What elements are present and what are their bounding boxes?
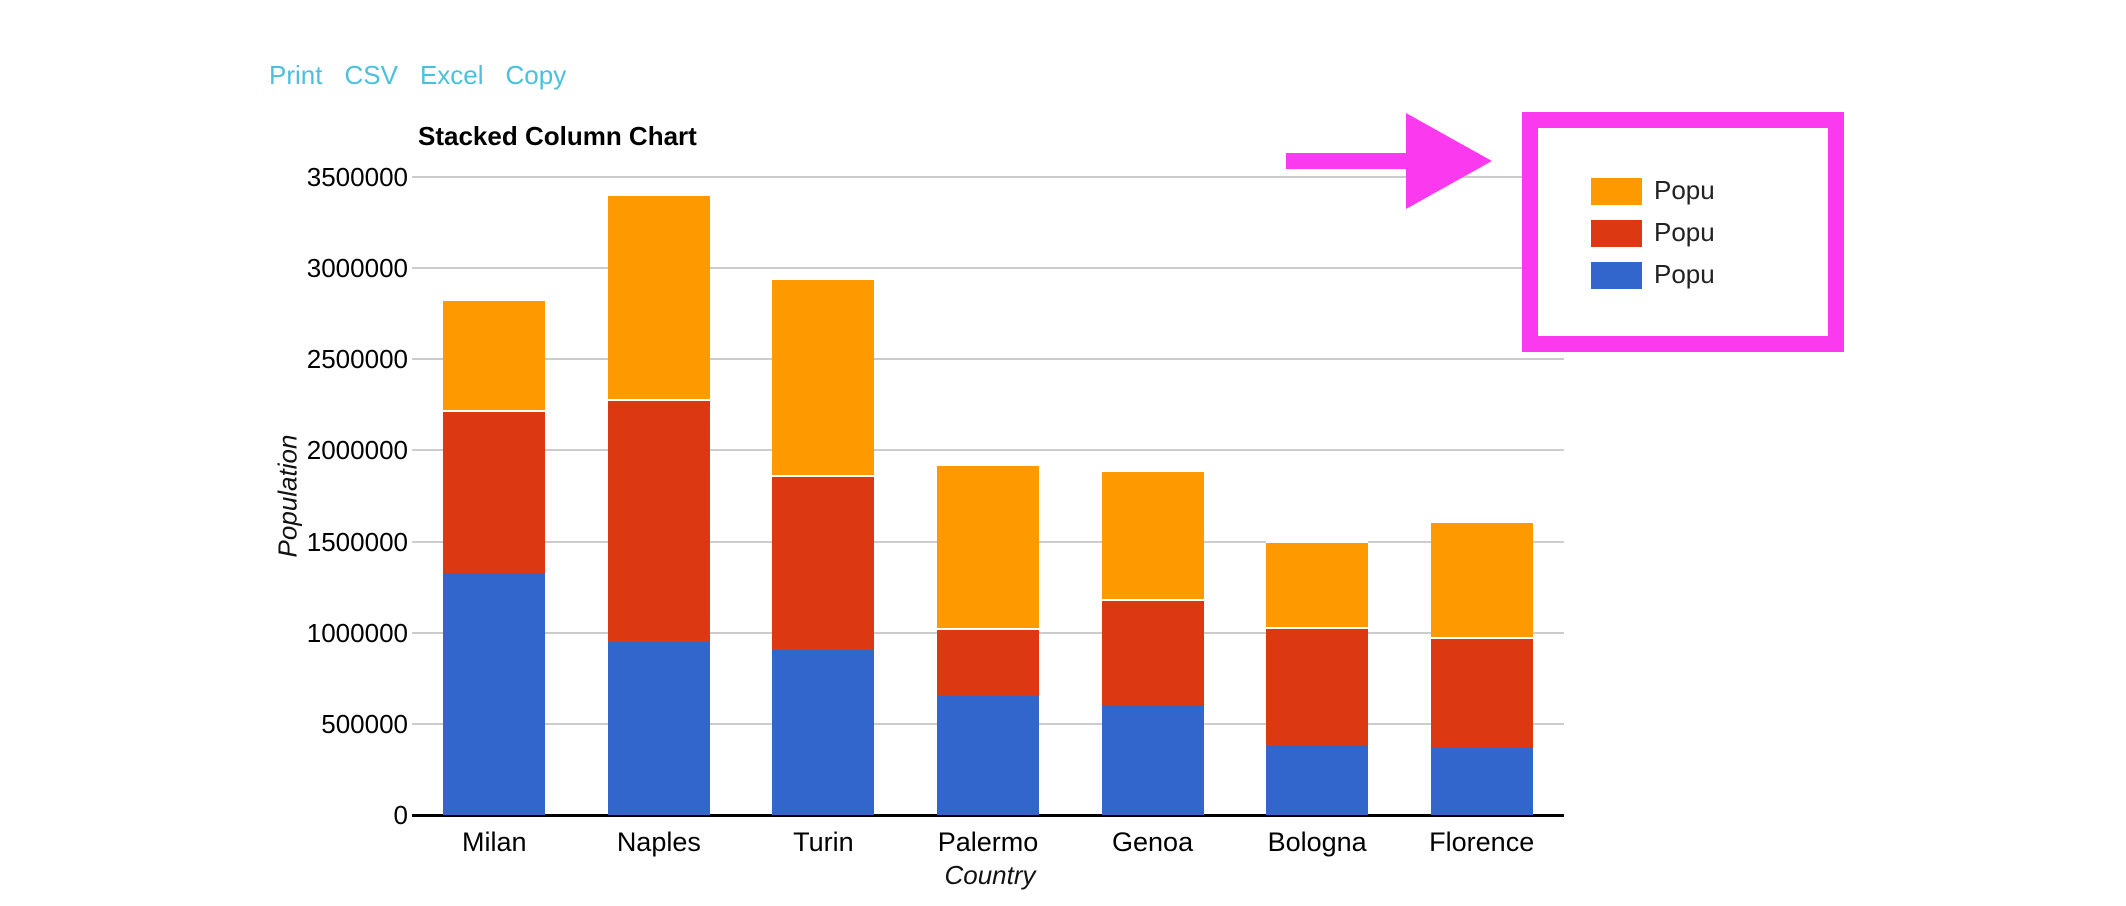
y-axis-tick-label: 500000 bbox=[321, 708, 408, 739]
legend-item-label[interactable]: Popu bbox=[1654, 260, 1715, 289]
annotation-arrow bbox=[1286, 153, 1406, 169]
category-label: Milan bbox=[462, 827, 527, 857]
x-axis-title: Country bbox=[944, 860, 1036, 890]
bar-segment[interactable] bbox=[772, 475, 875, 651]
bar-segment[interactable] bbox=[937, 628, 1039, 696]
bar-segment[interactable] bbox=[607, 194, 710, 400]
bar-segment[interactable] bbox=[937, 695, 1039, 815]
export-copy-link[interactable]: Copy bbox=[505, 60, 567, 90]
gridline bbox=[412, 267, 1564, 270]
bar-segment[interactable] bbox=[772, 650, 875, 815]
bar-segment[interactable] bbox=[1266, 540, 1369, 628]
bar-segment[interactable] bbox=[443, 299, 546, 411]
bar-segment[interactable] bbox=[607, 641, 710, 815]
annotation-arrow-head-icon bbox=[1406, 113, 1492, 209]
legend-item-label[interactable]: Popu bbox=[1654, 218, 1715, 247]
gridline bbox=[412, 449, 1564, 452]
export-csv-link[interactable]: CSV bbox=[344, 60, 398, 90]
bar-segment[interactable] bbox=[937, 464, 1039, 629]
category-label: Turin bbox=[793, 827, 854, 857]
y-axis-tick-label: 1000000 bbox=[306, 617, 408, 648]
export-print-link[interactable]: Print bbox=[269, 60, 323, 90]
bar-segment[interactable] bbox=[1430, 637, 1533, 748]
export-excel-link[interactable]: Excel bbox=[419, 60, 484, 90]
legend-item-label[interactable]: Popu bbox=[1654, 176, 1715, 205]
bar-segment[interactable] bbox=[1101, 598, 1204, 705]
bar-segment[interactable] bbox=[772, 278, 875, 476]
category-label: Naples bbox=[616, 827, 701, 857]
y-axis-tick-label: 0 bbox=[393, 800, 408, 830]
export-toolbar: Print CSV Excel Copy bbox=[269, 60, 566, 90]
legend-swatch[interactable] bbox=[1591, 262, 1642, 289]
category-label: Florence bbox=[1429, 827, 1535, 857]
bar-segment[interactable] bbox=[1430, 747, 1533, 815]
bar-segment[interactable] bbox=[1101, 470, 1204, 599]
x-axis-line bbox=[412, 814, 1564, 817]
bar-segment[interactable] bbox=[1266, 627, 1369, 745]
category-label: Genoa bbox=[1112, 827, 1194, 857]
legend-swatch[interactable] bbox=[1591, 178, 1642, 205]
legend-swatch[interactable] bbox=[1591, 220, 1642, 247]
y-axis-tick-label: 3500000 bbox=[306, 162, 408, 192]
bar-segment[interactable] bbox=[1266, 744, 1369, 815]
y-axis-tick-label: 2000000 bbox=[306, 435, 408, 466]
gridline bbox=[412, 176, 1564, 178]
gridline bbox=[412, 358, 1564, 361]
category-label: Palermo bbox=[937, 827, 1039, 857]
bar-segment[interactable] bbox=[443, 410, 546, 574]
y-axis-tick-label: 2500000 bbox=[306, 344, 408, 375]
bar-segment[interactable] bbox=[443, 573, 546, 815]
y-axis-tick-label: 1500000 bbox=[306, 526, 408, 557]
chart-title: Stacked Column Chart bbox=[418, 121, 697, 151]
bar-segment[interactable] bbox=[607, 399, 710, 642]
bar-segment[interactable] bbox=[1101, 704, 1204, 815]
bar-segment[interactable] bbox=[1430, 520, 1533, 638]
y-axis-tick-label: 3000000 bbox=[306, 253, 408, 284]
annotation-highlight-box bbox=[1522, 112, 1844, 352]
category-label: Bologna bbox=[1267, 827, 1367, 857]
